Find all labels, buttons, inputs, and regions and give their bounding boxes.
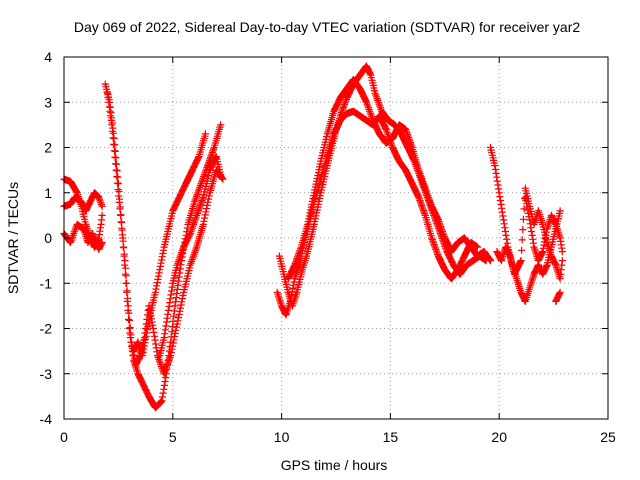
series-track-l [493,184,566,283]
series-track-k [486,143,564,305]
x-tick-label: 0 [60,429,68,445]
x-tick-label: 10 [274,429,290,445]
y-tick-label: 3 [44,94,52,110]
x-axis-label: GPS time / hours [281,457,388,473]
x-tick-label: 15 [383,429,399,445]
series-track-j [284,76,495,283]
x-tick-label: 20 [491,429,507,445]
y-tick-label: 1 [44,185,52,201]
series-markers [130,130,209,360]
series-track-g [156,153,225,360]
y-tick-label: 0 [44,230,52,246]
y-tick-label: 2 [44,140,52,156]
x-tick-label: 25 [600,429,616,445]
series-markers [486,143,564,305]
y-tick-label: -2 [40,321,53,337]
series-markers [273,107,481,319]
series-track-n [552,288,564,305]
y-tick-label: -3 [40,366,53,382]
series-track-f [130,130,209,360]
series-markers [493,184,566,283]
axis-ticks: 0 5 10 15 20 25 -4 -3 -2 -1 0 1 2 3 4 [40,49,616,445]
series-markers [552,288,564,305]
series-track-m [521,193,566,265]
x-tick-label: 5 [169,429,177,445]
series-markers [284,76,495,283]
chart-title: Day 069 of 2022, Sidereal Day-to-day VTE… [74,19,580,35]
y-tick-label: 4 [44,49,52,65]
series-track-i [273,107,481,319]
y-axis-label: SDTVAR / TECUs [5,182,21,294]
series-markers [156,153,225,360]
y-tick-label: -1 [40,275,53,291]
data-points [60,62,566,412]
series-markers [521,193,566,265]
y-tick-label: -4 [40,411,53,427]
